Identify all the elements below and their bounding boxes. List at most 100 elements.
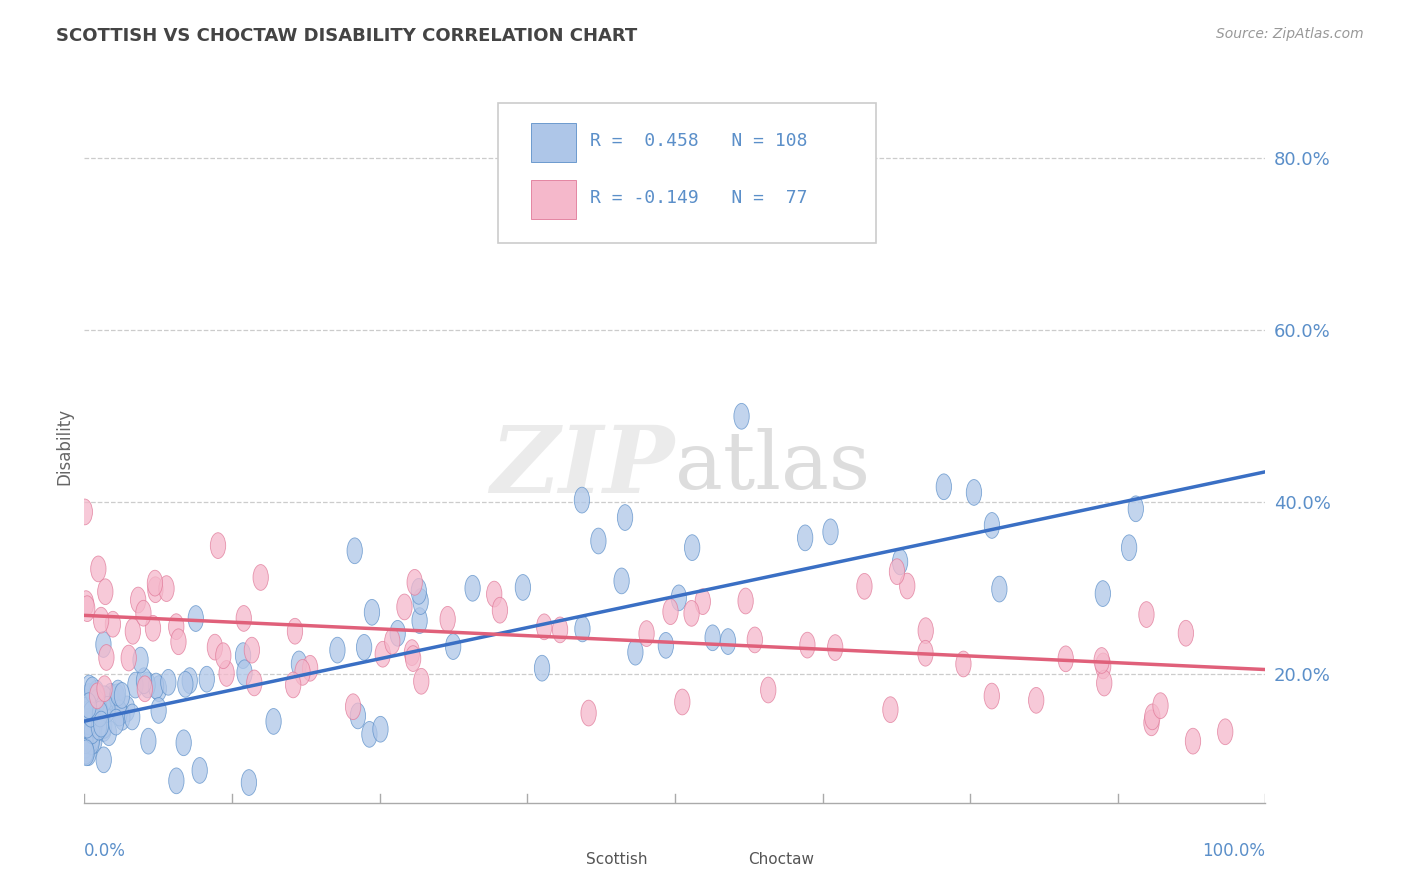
Ellipse shape [141, 728, 156, 754]
Ellipse shape [704, 625, 720, 650]
Ellipse shape [77, 689, 93, 714]
Ellipse shape [405, 640, 419, 665]
Ellipse shape [330, 637, 344, 663]
Ellipse shape [1094, 648, 1109, 673]
Ellipse shape [98, 645, 114, 671]
Ellipse shape [219, 661, 235, 686]
Ellipse shape [83, 701, 98, 727]
Ellipse shape [738, 588, 754, 614]
Ellipse shape [828, 635, 842, 660]
Ellipse shape [413, 589, 429, 615]
Text: SCOTTISH VS CHOCTAW DISABILITY CORRELATION CHART: SCOTTISH VS CHOCTAW DISABILITY CORRELATI… [56, 27, 637, 45]
Ellipse shape [553, 617, 568, 643]
Ellipse shape [1059, 646, 1073, 672]
Ellipse shape [1178, 620, 1194, 646]
Ellipse shape [364, 599, 380, 625]
Bar [538, 844, 576, 874]
Ellipse shape [91, 698, 107, 723]
Ellipse shape [357, 634, 371, 660]
Ellipse shape [80, 737, 96, 762]
Ellipse shape [145, 615, 160, 641]
Ellipse shape [77, 698, 93, 723]
Ellipse shape [800, 632, 815, 658]
Ellipse shape [80, 596, 94, 622]
Ellipse shape [125, 618, 141, 644]
Ellipse shape [84, 729, 100, 755]
Text: R = -0.149   N =  77: R = -0.149 N = 77 [591, 189, 807, 207]
Bar [531, 123, 575, 162]
Ellipse shape [235, 643, 250, 668]
Ellipse shape [120, 696, 135, 722]
Ellipse shape [638, 621, 654, 647]
Ellipse shape [160, 669, 176, 695]
Ellipse shape [375, 641, 391, 667]
Ellipse shape [152, 676, 166, 701]
Ellipse shape [266, 708, 281, 734]
Text: Scottish: Scottish [586, 852, 648, 867]
Ellipse shape [492, 598, 508, 624]
Ellipse shape [100, 697, 115, 723]
Ellipse shape [413, 668, 429, 694]
Ellipse shape [96, 747, 111, 772]
Ellipse shape [671, 585, 686, 611]
Text: 0.0%: 0.0% [84, 842, 127, 860]
Ellipse shape [581, 700, 596, 726]
Ellipse shape [176, 730, 191, 756]
Ellipse shape [291, 651, 307, 677]
Ellipse shape [97, 579, 112, 605]
Ellipse shape [991, 576, 1007, 602]
Bar [699, 844, 737, 874]
Ellipse shape [245, 637, 260, 663]
Ellipse shape [614, 568, 630, 594]
Ellipse shape [966, 480, 981, 506]
Ellipse shape [537, 614, 553, 640]
Ellipse shape [1095, 581, 1111, 607]
Ellipse shape [984, 683, 1000, 709]
Ellipse shape [90, 684, 105, 710]
Ellipse shape [350, 703, 366, 729]
Ellipse shape [82, 675, 97, 701]
Ellipse shape [890, 558, 904, 584]
Ellipse shape [405, 646, 420, 672]
Ellipse shape [373, 716, 388, 742]
Ellipse shape [84, 718, 100, 744]
Ellipse shape [97, 686, 112, 712]
Ellipse shape [1144, 710, 1159, 736]
Ellipse shape [90, 683, 105, 709]
Ellipse shape [114, 682, 129, 708]
Ellipse shape [89, 681, 104, 706]
Ellipse shape [285, 672, 301, 698]
Ellipse shape [1128, 496, 1143, 522]
Ellipse shape [389, 621, 405, 646]
Ellipse shape [396, 594, 412, 620]
Ellipse shape [236, 606, 252, 632]
Text: Choctaw: Choctaw [748, 852, 814, 867]
Ellipse shape [675, 690, 690, 714]
Ellipse shape [685, 534, 700, 560]
Ellipse shape [662, 599, 678, 624]
Ellipse shape [734, 403, 749, 429]
Ellipse shape [87, 728, 103, 754]
Ellipse shape [302, 656, 318, 681]
Ellipse shape [150, 698, 166, 723]
Ellipse shape [411, 578, 426, 604]
Ellipse shape [103, 683, 118, 709]
Text: 100.0%: 100.0% [1202, 842, 1265, 860]
Ellipse shape [1139, 602, 1154, 627]
Ellipse shape [253, 565, 269, 591]
Ellipse shape [287, 618, 302, 644]
Ellipse shape [80, 726, 96, 752]
Ellipse shape [406, 569, 422, 595]
Ellipse shape [956, 651, 972, 677]
Ellipse shape [181, 668, 197, 693]
Y-axis label: Disability: Disability [55, 408, 73, 484]
Ellipse shape [347, 538, 363, 564]
Ellipse shape [1153, 693, 1168, 719]
Ellipse shape [91, 714, 107, 740]
Ellipse shape [84, 710, 100, 736]
Ellipse shape [412, 607, 427, 633]
Ellipse shape [984, 513, 1000, 539]
Ellipse shape [108, 709, 124, 735]
Ellipse shape [82, 739, 96, 765]
Ellipse shape [82, 683, 97, 709]
